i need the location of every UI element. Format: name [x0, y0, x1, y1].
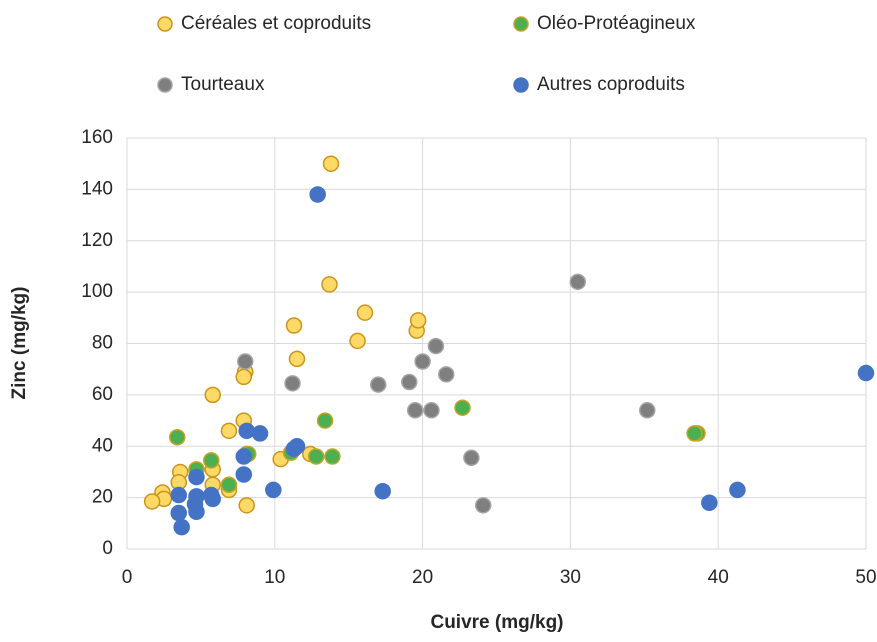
point	[729, 481, 746, 499]
y-axis-title: Zinc (mg/kg)	[9, 287, 30, 400]
point	[238, 497, 255, 514]
point	[236, 353, 254, 370]
point	[370, 376, 387, 393]
point	[639, 402, 656, 419]
point	[686, 425, 703, 442]
point	[427, 337, 445, 355]
point	[307, 448, 325, 465]
y-tick-label: 20	[92, 487, 113, 508]
point	[321, 276, 338, 293]
point	[170, 486, 187, 504]
point	[374, 482, 391, 500]
point	[454, 399, 471, 416]
point	[170, 504, 187, 522]
point	[285, 317, 303, 334]
point	[284, 375, 301, 392]
x-tick-label: 20	[412, 567, 433, 588]
x-tick-label: 30	[560, 567, 581, 588]
x-tick-label: 40	[708, 567, 729, 588]
point	[238, 422, 255, 440]
point	[322, 155, 340, 172]
point	[251, 425, 269, 442]
point	[857, 364, 875, 382]
point	[285, 440, 303, 458]
point	[188, 503, 205, 521]
point	[235, 368, 253, 386]
point	[220, 476, 238, 494]
x-axis-title: Cuivre (mg/kg)	[430, 612, 563, 633]
y-tick-label: 100	[81, 281, 113, 302]
point	[324, 448, 341, 465]
point	[265, 481, 282, 499]
y-tick-label: 160	[81, 127, 113, 148]
point	[463, 449, 480, 467]
point	[173, 518, 190, 536]
y-tick-label: 140	[81, 178, 113, 199]
point	[349, 332, 366, 350]
x-tick-label: 10	[264, 567, 285, 588]
point	[401, 373, 418, 391]
point	[414, 353, 431, 370]
point	[474, 497, 492, 514]
y-tick-label: 40	[92, 435, 113, 456]
legend-label: Céréales et coproduits	[181, 13, 371, 34]
point	[202, 452, 220, 469]
point	[423, 402, 440, 419]
y-tick-label: 60	[92, 384, 113, 405]
legend-marker	[513, 77, 529, 93]
point	[316, 412, 334, 429]
legend-marker	[157, 77, 173, 93]
legend-marker	[157, 16, 173, 32]
point	[569, 273, 587, 291]
y-tick-label: 80	[92, 333, 113, 354]
point	[143, 493, 161, 510]
point	[204, 386, 221, 404]
legend-marker	[513, 16, 529, 32]
point	[188, 468, 205, 486]
point	[406, 402, 424, 419]
point	[220, 422, 238, 440]
point	[235, 448, 253, 465]
point	[235, 466, 253, 483]
legend-label: Oléo-Protéagineux	[537, 13, 696, 34]
point	[409, 312, 427, 329]
y-tick-label: 120	[81, 230, 113, 251]
legend-label: Tourteaux	[181, 74, 265, 95]
point	[169, 429, 186, 446]
point	[356, 304, 374, 321]
point	[288, 350, 306, 368]
x-tick-label: 50	[855, 567, 876, 588]
legend-label: Autres coproduits	[537, 74, 685, 95]
point	[309, 186, 326, 203]
point	[204, 490, 221, 508]
point	[437, 366, 455, 383]
point	[701, 494, 718, 512]
x-tick-label: 0	[122, 567, 133, 588]
y-tick-label: 0	[102, 538, 113, 559]
